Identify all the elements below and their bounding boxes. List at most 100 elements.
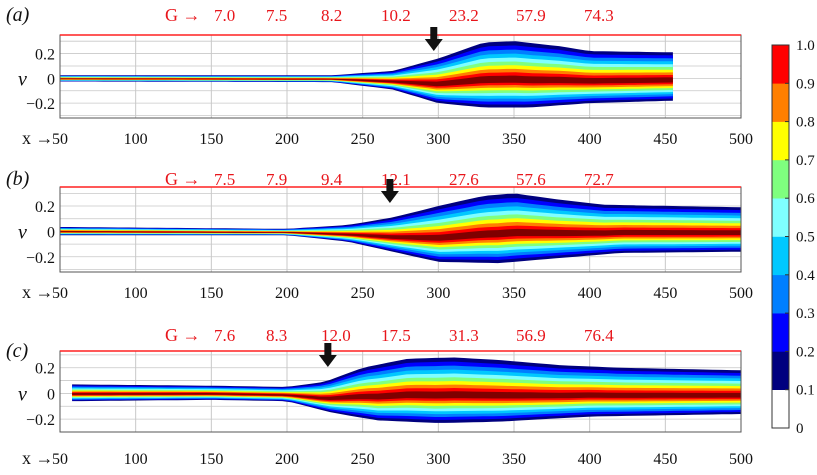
x-tick-label: 150 — [199, 285, 223, 302]
x-tick-label: 50 — [52, 451, 68, 468]
colorbar-tick-label: 0.7 — [796, 153, 815, 169]
y-tick-label: −0.2 — [26, 412, 55, 429]
g-value-label: 74.3 — [584, 6, 614, 25]
colorbar-segment — [772, 274, 789, 314]
x-tick-label: 300 — [426, 131, 450, 148]
g-value-label: 12.0 — [321, 326, 351, 345]
colorbar-segment — [772, 121, 789, 161]
transition-arrow-icon — [318, 343, 337, 367]
g-value-label: 56.9 — [516, 326, 546, 345]
x-tick-label: 200 — [275, 285, 299, 302]
g-value-label: 12.1 — [381, 170, 411, 189]
x-tick-label: 250 — [351, 131, 375, 148]
x-tick-label: 100 — [124, 285, 148, 302]
g-value-label: 57.9 — [516, 6, 546, 25]
colorbar-segment — [772, 236, 789, 276]
colorbar-tick-label: 0.9 — [796, 76, 815, 92]
x-tick-label: 250 — [351, 285, 375, 302]
y-axis-label: v — [18, 69, 27, 91]
x-tick-label: 200 — [275, 131, 299, 148]
contour-band-9 — [60, 225, 741, 243]
colorbar-tick-label: 0.8 — [796, 115, 815, 131]
colorbar-segment — [772, 351, 789, 390]
g-value-label: 57.6 — [516, 170, 546, 189]
x-tick-label: 500 — [729, 285, 753, 302]
colorbar-segment — [772, 389, 789, 429]
g-value-label: 7.0 — [214, 6, 235, 25]
g-value-label: 27.6 — [449, 170, 479, 189]
colorbar-tick-label: 0.2 — [796, 344, 815, 360]
x-tick-label: 450 — [653, 285, 677, 302]
colorbar: 1.0 0.9 0.8 0.7 0.6 0.5 0.4 0.3 0.2 0.1 0 — [771, 38, 815, 437]
g-prefix-label: G → — [165, 325, 201, 345]
colorbar-segment — [772, 83, 789, 122]
x-tick-label: 250 — [351, 451, 375, 468]
x-tick-label: 100 — [124, 131, 148, 148]
y-tick-label: 0 — [47, 386, 55, 403]
transition-arrow-icon — [380, 179, 399, 203]
x-tick-label: 450 — [653, 451, 677, 468]
y-axis-label: v — [18, 384, 27, 406]
contour-field — [60, 193, 741, 264]
colorbar-tick-label: 0.3 — [796, 306, 815, 322]
colorbar-segment — [772, 313, 789, 352]
panel-label: (c) — [6, 340, 29, 362]
panel-label: (b) — [6, 168, 30, 190]
g-value-label: 23.2 — [449, 6, 479, 25]
x-tick-label: 300 — [426, 285, 450, 302]
g-prefix-label: G → — [165, 169, 201, 189]
panel-a: (a) G → 7.0 7.5 8.2 10.2 23.2 57.9 74.3 v 0.2 0 −0.2… — [6, 4, 753, 148]
g-value-label: 7.5 — [266, 6, 287, 25]
contour-field — [60, 41, 673, 108]
x-tick-label: 400 — [578, 451, 602, 468]
g-value-label: 7.9 — [266, 170, 287, 189]
y-tick-label: 0.2 — [35, 47, 55, 64]
contour-band-10 — [60, 75, 673, 87]
g-value-label: 10.2 — [381, 6, 411, 25]
panel-c: (c) G → 7.6 8.3 12.0 17.5 31.3 56.9 76.4 v 0.2 0 −0.… — [6, 325, 753, 468]
g-value-label: 72.7 — [584, 170, 614, 189]
colorbar-segment — [772, 159, 789, 199]
colorbar-tick-label: 0.4 — [796, 268, 815, 284]
g-value-label: 17.5 — [381, 326, 411, 345]
y-tick-label: 0.2 — [35, 199, 55, 216]
x-tick-label: 100 — [124, 451, 148, 468]
g-value-label: 7.6 — [214, 326, 235, 345]
x-tick-label: 150 — [199, 131, 223, 148]
colorbar-tick-label: 0.6 — [796, 191, 815, 207]
g-value-label: 31.3 — [449, 326, 479, 345]
y-tick-label: 0 — [47, 71, 55, 88]
x-tick-label: 300 — [426, 451, 450, 468]
y-tick-label: 0.2 — [35, 361, 55, 378]
g-prefix-label: G → — [165, 5, 201, 25]
g-value-label: 9.4 — [321, 170, 343, 189]
x-tick-label: 500 — [729, 451, 753, 468]
g-value-label: 7.5 — [214, 170, 235, 189]
colorbar-segment — [772, 198, 789, 237]
x-tick-label: 350 — [502, 451, 526, 468]
contour-field — [72, 357, 742, 423]
x-tick-label: 200 — [275, 451, 299, 468]
x-axis-label: x → — [22, 282, 54, 302]
x-axis-label: x → — [22, 128, 54, 148]
g-value-label: 8.2 — [321, 6, 342, 25]
x-tick-label: 50 — [52, 285, 68, 302]
g-value-label: 76.4 — [584, 326, 614, 345]
y-tick-label: −0.2 — [26, 96, 55, 113]
colorbar-tick-label: 0.1 — [796, 383, 815, 399]
x-tick-label: 50 — [52, 131, 68, 148]
colorbar-tick-label: 1.0 — [796, 38, 815, 54]
transition-arrow-icon — [424, 27, 443, 51]
x-tick-label: 400 — [578, 131, 602, 148]
x-tick-label: 400 — [578, 285, 602, 302]
contour-band-10 — [60, 228, 741, 241]
g-value-label: 8.3 — [266, 326, 287, 345]
y-tick-label: 0 — [47, 224, 55, 241]
y-axis-label: v — [18, 222, 27, 244]
contour-band-10 — [72, 391, 742, 400]
x-axis-label: x → — [22, 448, 54, 468]
panels: (a) G → 7.0 7.5 8.2 10.2 23.2 57.9 74.3 v 0.2 0 −0.2… — [6, 4, 753, 468]
y-tick-label: −0.2 — [26, 250, 55, 267]
x-tick-label: 150 — [199, 451, 223, 468]
